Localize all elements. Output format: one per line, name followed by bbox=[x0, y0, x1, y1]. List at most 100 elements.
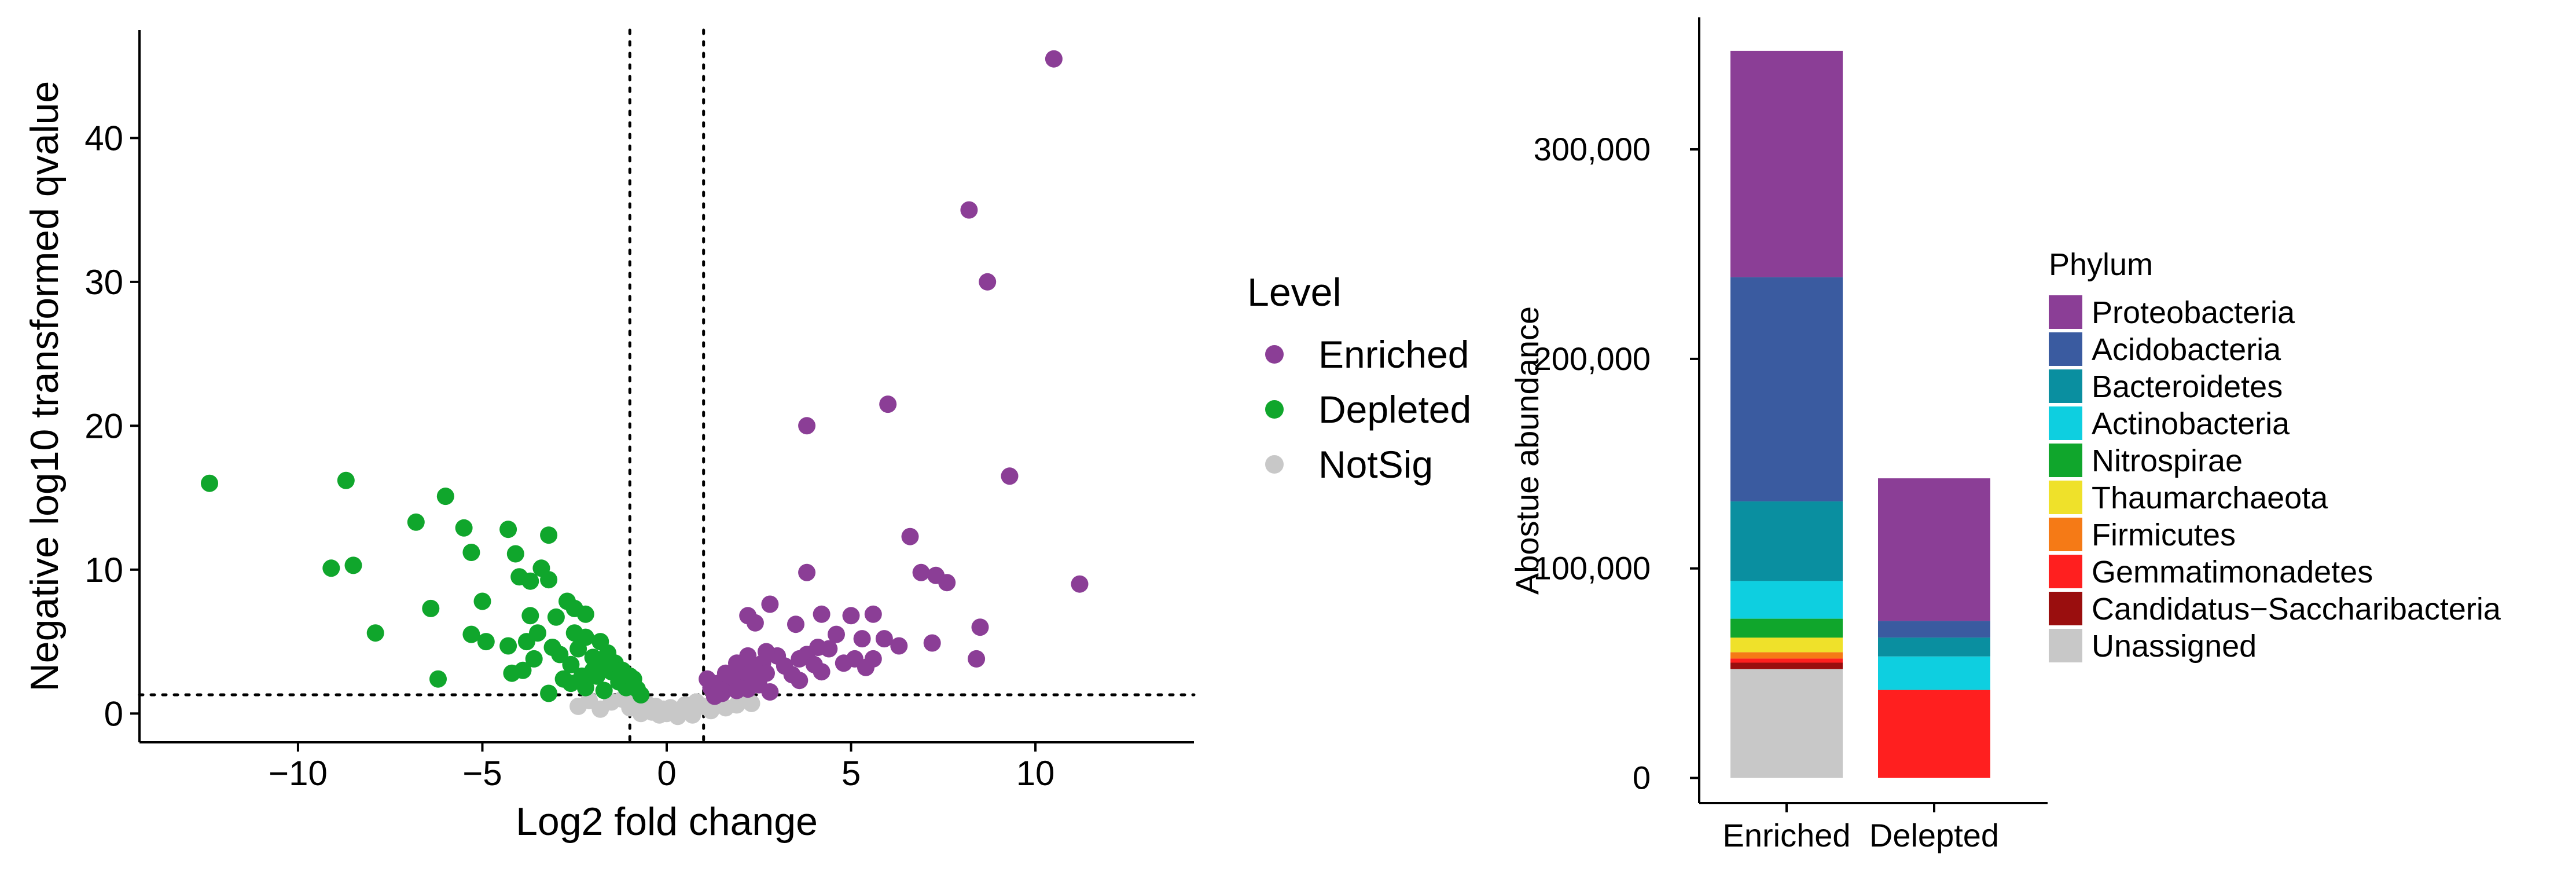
phylum-legend-item: Proteobacteria bbox=[2049, 295, 2295, 330]
depleted-point bbox=[337, 471, 355, 489]
enriched-point bbox=[787, 615, 804, 633]
depleted-point bbox=[366, 624, 384, 642]
phylum-legend-item: Bacteroidetes bbox=[2049, 369, 2283, 404]
depleted-point bbox=[584, 661, 602, 679]
depleted-point bbox=[521, 607, 539, 625]
depleted-point bbox=[344, 556, 362, 574]
bar-segment-actinobacteria bbox=[1878, 656, 1990, 690]
legend-item-depleted: Depleted bbox=[1265, 388, 1471, 431]
legend-swatch bbox=[1265, 345, 1284, 364]
depleted-point bbox=[514, 661, 532, 679]
phylum-swatch bbox=[2049, 369, 2082, 403]
bar-segment-acidobacteria bbox=[1878, 621, 1990, 638]
enriched-point bbox=[798, 417, 816, 435]
phylum-swatch bbox=[2049, 518, 2082, 551]
legend-label: Enriched bbox=[1318, 333, 1469, 376]
enriched-point bbox=[798, 563, 816, 581]
depleted-point bbox=[569, 640, 587, 658]
bar-segments bbox=[1730, 50, 1990, 778]
enriched-point bbox=[971, 618, 989, 636]
depleted-point bbox=[201, 474, 218, 492]
enriched-point bbox=[842, 607, 860, 625]
depleted-point bbox=[322, 559, 340, 577]
volcano-y-ticks: 0 10 20 30 40 bbox=[84, 119, 139, 733]
depleted-point bbox=[407, 513, 425, 531]
series-depleted bbox=[201, 471, 650, 704]
bar-y-ticks: 0 100,000 200,000 300,000 bbox=[1534, 131, 1699, 796]
bar-segment-acidobacteria bbox=[1730, 277, 1843, 501]
depleted-point bbox=[499, 521, 517, 538]
enriched-point bbox=[758, 643, 775, 661]
series-enriched bbox=[699, 50, 1089, 705]
x-tick-label: −5 bbox=[462, 754, 502, 793]
phylum-label: Unassigned bbox=[2092, 629, 2257, 664]
phylum-label: Firmicutes bbox=[2092, 518, 2236, 552]
bar-segment-proteobacteria bbox=[1878, 478, 1990, 621]
phylum-legend-item: Acidobacteria bbox=[2049, 332, 2281, 367]
enriched-point bbox=[746, 614, 764, 632]
y-tick-label: 20 bbox=[84, 406, 123, 445]
depleted-point bbox=[595, 682, 613, 699]
depleted-point bbox=[462, 625, 480, 643]
phylum-legend-item: Gemmatimonadetes bbox=[2049, 555, 2373, 589]
phylum-label: Bacteroidetes bbox=[2092, 369, 2283, 404]
bar-x-tick-label: Delepted bbox=[1869, 817, 1999, 853]
phylum-legend-item: Actinobacteria bbox=[2049, 406, 2290, 441]
bar-y-tick-label: 300,000 bbox=[1534, 131, 1651, 167]
depleted-point bbox=[455, 519, 473, 537]
enriched-point bbox=[828, 625, 845, 643]
enriched-point bbox=[761, 683, 779, 701]
depleted-point bbox=[540, 684, 558, 702]
depleted-point bbox=[429, 670, 447, 688]
x-tick-label: −10 bbox=[269, 754, 328, 793]
volcano-points bbox=[201, 50, 1089, 726]
enriched-point bbox=[813, 663, 831, 681]
depleted-point bbox=[506, 545, 524, 563]
legend-swatch bbox=[1265, 400, 1284, 419]
notsig-point bbox=[743, 694, 760, 712]
enriched-point bbox=[1071, 575, 1089, 593]
volcano-reference-lines bbox=[138, 28, 1196, 744]
phylum-legend-item: Candidatus−Saccharibacteria bbox=[2049, 592, 2501, 626]
enriched-point bbox=[705, 687, 723, 705]
notsig-point bbox=[683, 706, 701, 724]
phylum-legend-item: Firmicutes bbox=[2049, 518, 2236, 552]
bar-segment-candidatus-saccharibacteria bbox=[1730, 662, 1843, 669]
depleted-point bbox=[422, 599, 440, 617]
depleted-point bbox=[562, 675, 580, 693]
bar-delepted bbox=[1878, 478, 1990, 778]
depleted-point bbox=[576, 605, 594, 623]
bar-segment-gemmatimonadetes bbox=[1730, 658, 1843, 663]
y-tick-label: 30 bbox=[84, 263, 123, 302]
enriched-point bbox=[864, 650, 882, 668]
bar-segment-thaumarchaeota bbox=[1730, 637, 1843, 653]
phylum-swatch bbox=[2049, 555, 2082, 588]
phylum-label: Candidatus−Saccharibacteria bbox=[2092, 592, 2501, 626]
enriched-point bbox=[960, 201, 978, 219]
phylum-swatch bbox=[2049, 295, 2082, 329]
volcano-plot: −10 −5 0 5 10 0 10 20 30 40 Log2 fold change Neg… bbox=[23, 28, 1196, 844]
volcano-y-axis-label: Negative log10 transformed qvalue bbox=[23, 81, 67, 692]
phylum-label: Proteobacteria bbox=[2092, 295, 2295, 330]
phylum-swatch bbox=[2049, 332, 2082, 366]
phylum-legend: Phylum ProteobacteriaAcidobacteriaBacter… bbox=[2049, 247, 2501, 664]
phylum-legend-item: Unassigned bbox=[2049, 629, 2257, 664]
enriched-point bbox=[979, 273, 997, 291]
enriched-point bbox=[938, 574, 956, 592]
enriched-point bbox=[875, 630, 893, 648]
legend-swatch bbox=[1265, 455, 1284, 474]
enriched-point bbox=[912, 563, 930, 581]
enriched-point bbox=[809, 639, 827, 656]
enriched-point bbox=[890, 637, 908, 655]
bar-segment-firmicutes bbox=[1730, 652, 1843, 659]
depleted-point bbox=[547, 608, 565, 626]
phylum-swatch bbox=[2049, 592, 2082, 625]
depleted-point bbox=[521, 572, 539, 590]
bar-y-tick-label: 100,000 bbox=[1534, 550, 1651, 587]
bar-x-tick-label: Enriched bbox=[1722, 817, 1850, 853]
enriched-point bbox=[699, 670, 716, 688]
y-tick-label: 0 bbox=[104, 694, 123, 733]
phylum-label: Thaumarchaeota bbox=[2092, 481, 2328, 515]
bar-segment-gemmatimonadetes bbox=[1878, 690, 1990, 778]
